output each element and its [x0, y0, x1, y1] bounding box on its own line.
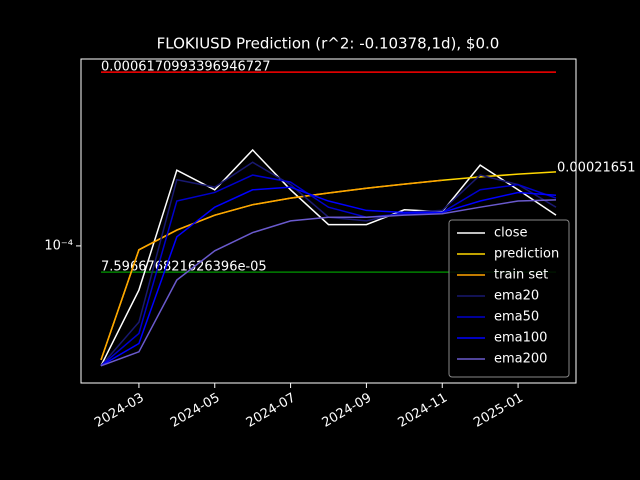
- x-tick-label: 2024-11: [395, 391, 450, 431]
- legend-label: ema100: [494, 331, 547, 346]
- legend-label: ema20: [494, 289, 539, 304]
- series-line: [100, 148, 557, 367]
- legend-label: close: [494, 226, 527, 241]
- series-line: [100, 174, 557, 367]
- series-line: [100, 186, 557, 367]
- legend-label: train set: [494, 268, 548, 283]
- legend-label: ema200: [494, 352, 547, 367]
- legend-label: prediction: [494, 247, 559, 262]
- plot-frame: [80, 58, 577, 384]
- last-value-label: 0.00021651: [557, 161, 636, 176]
- chart-title: FLOKIUSD Prediction (r^2: -0.10378,1d), …: [157, 35, 500, 53]
- x-tick-label: 2025-01: [471, 391, 526, 431]
- x-tick-label: 2024-09: [320, 391, 375, 431]
- reference-label: 0.0006170993396946727: [101, 60, 271, 75]
- series-line: [100, 199, 557, 367]
- y-tick-label: 10⁻⁴: [44, 238, 73, 253]
- x-tick-label: 2024-05: [168, 391, 223, 431]
- x-tick-label: 2024-03: [92, 391, 147, 431]
- series-line: [100, 179, 443, 361]
- legend-label: ema50: [494, 310, 539, 325]
- x-tick-label: 2024-07: [244, 391, 299, 431]
- reference-label: 7.596676821626396e-05: [101, 260, 267, 275]
